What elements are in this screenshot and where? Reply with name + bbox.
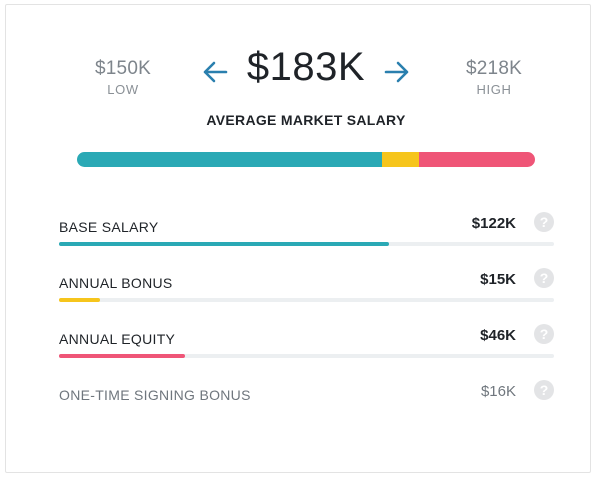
- annual-bonus-segment: [381, 152, 419, 167]
- base-salary-label: BASE SALARY: [59, 219, 159, 235]
- high-salary-value: $218K: [466, 58, 522, 79]
- question-circle-icon[interactable]: ?: [534, 212, 554, 232]
- low-salary: $150K LOW: [78, 58, 168, 97]
- annual-equity-value: $46K: [480, 327, 516, 344]
- base-salary-fill: [59, 242, 389, 246]
- base-salary-row: BASE SALARY $122K ?: [59, 212, 554, 259]
- question-circle-icon[interactable]: ?: [534, 324, 554, 344]
- low-salary-caption: LOW: [107, 82, 139, 97]
- salary-card: $150K LOW $183K $218K HIGH AVERAGE MARKE…: [5, 4, 591, 473]
- signing-bonus-label: ONE-TIME SIGNING BONUS: [59, 387, 251, 403]
- arrow-right-icon[interactable]: [382, 57, 412, 87]
- base-salary-track: [59, 242, 554, 246]
- annual-equity-track: [59, 354, 554, 358]
- question-circle-icon[interactable]: ?: [534, 268, 554, 288]
- signing-bonus-value: $16K: [480, 383, 516, 400]
- average-salary-caption: AVERAGE MARKET SALARY: [206, 112, 406, 128]
- high-salary: $218K HIGH: [449, 58, 539, 97]
- annual-bonus-row: ANNUAL BONUS $15K ?: [59, 268, 554, 315]
- annual-equity-fill: [59, 354, 185, 358]
- annual-bonus-track: [59, 298, 554, 302]
- annual-bonus-label: ANNUAL BONUS: [59, 275, 173, 291]
- high-salary-caption: HIGH: [476, 82, 512, 97]
- compensation-breakdown-bar: [77, 152, 535, 167]
- base-salary-segment: [77, 152, 382, 167]
- average-salary-value: $183K: [246, 45, 366, 89]
- arrow-left-icon[interactable]: [200, 57, 230, 87]
- annual-equity-segment: [418, 152, 535, 167]
- question-circle-icon[interactable]: ?: [534, 380, 554, 400]
- signing-bonus-row: ONE-TIME SIGNING BONUS $16K ?: [59, 380, 554, 427]
- low-salary-value: $150K: [95, 58, 151, 79]
- base-salary-value: $122K: [471, 215, 516, 232]
- annual-equity-label: ANNUAL EQUITY: [59, 331, 176, 347]
- average-salary: $183K: [196, 43, 416, 99]
- annual-bonus-fill: [59, 298, 100, 302]
- annual-bonus-value: $15K: [480, 271, 516, 288]
- annual-equity-row: ANNUAL EQUITY $46K ?: [59, 324, 554, 371]
